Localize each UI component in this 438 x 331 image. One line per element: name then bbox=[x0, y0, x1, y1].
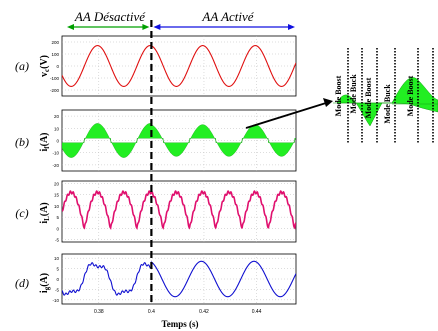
right-arrow-head bbox=[288, 24, 295, 30]
panel-label: (b) bbox=[15, 135, 29, 149]
panel-label: (d) bbox=[15, 276, 29, 290]
x-tick-label: 0.42 bbox=[199, 309, 209, 315]
series-line bbox=[62, 45, 296, 87]
panel-b: 20 10 0 -10 -20 (b) if(A) bbox=[15, 109, 297, 172]
mode-label: Mode Boost bbox=[334, 75, 343, 116]
series bbox=[62, 260, 296, 298]
x-tick-label: 0.44 bbox=[252, 309, 262, 315]
zoom-content: Mode Boost Mode Buck Mode Boost Mode Buck Mo… bbox=[333, 48, 438, 144]
zoom-inset: Mode Boost Mode Buck Mode Boost Mode Buck Mo… bbox=[333, 48, 438, 144]
zoom-arrow-line bbox=[245, 102, 327, 129]
series-line bbox=[62, 190, 296, 231]
y-axis-label: iL(A) bbox=[39, 202, 51, 223]
panel-label: (c) bbox=[15, 206, 28, 220]
y-tick-label: -200 bbox=[50, 88, 60, 93]
y-tick-label: 200 bbox=[51, 40, 59, 45]
plot-frame bbox=[61, 180, 297, 243]
y-tick-label: 20 bbox=[54, 181, 60, 186]
x-tick-label: 0.4 bbox=[148, 309, 155, 315]
y-axis-label: vc(V) bbox=[39, 55, 51, 77]
zoom-band bbox=[336, 94, 383, 127]
zoom-arrow-head bbox=[323, 98, 333, 107]
y-tick-label: -20 bbox=[52, 163, 59, 168]
y-tick-label: 0 bbox=[56, 277, 59, 282]
series-area bbox=[62, 123, 296, 158]
mode-label: Mode Buck bbox=[383, 84, 392, 124]
y-tick-label: 0 bbox=[56, 226, 59, 231]
mode-label: Mode Boost bbox=[364, 77, 373, 118]
y-tick-label: -100 bbox=[50, 76, 60, 81]
y-tick-label: 10 bbox=[54, 126, 60, 131]
y-tick-label: -5 bbox=[55, 238, 59, 243]
header: AA Désactivé AA Activé bbox=[67, 9, 295, 30]
y-tick-label: 15 bbox=[54, 193, 60, 198]
y-tick-label: 10 bbox=[54, 204, 60, 209]
x-axis-label: Temps (s) bbox=[162, 319, 199, 329]
header-right-label: AA Activé bbox=[201, 9, 254, 24]
y-tick-label: -10 bbox=[52, 151, 59, 156]
y-tick-label: 100 bbox=[51, 52, 59, 57]
series-line bbox=[62, 260, 296, 298]
mode-label: Mode Buck bbox=[349, 74, 358, 114]
y-axis-label: if(A) bbox=[39, 132, 51, 151]
y-tick-label: 5 bbox=[56, 267, 59, 272]
y-tick-label: 20 bbox=[54, 114, 60, 119]
header-left-label: AA Désactivé bbox=[74, 9, 146, 24]
y-tick-label: 10 bbox=[54, 256, 60, 261]
right-arrow-head bbox=[153, 24, 161, 30]
y-tick-label: 0 bbox=[56, 64, 59, 69]
y-axis-label: ig(A) bbox=[39, 273, 51, 293]
series bbox=[62, 45, 296, 87]
series bbox=[62, 190, 296, 231]
y-tick-label: -10 bbox=[52, 298, 59, 303]
zoom-band bbox=[391, 77, 438, 113]
left-arrow-head bbox=[67, 24, 74, 30]
x-tick-label: 0.38 bbox=[94, 309, 104, 315]
y-tick-label: -5 bbox=[55, 287, 59, 292]
panel-label: (a) bbox=[15, 59, 29, 73]
panel-c: 20 15 10 5 0 -5 (c) iL(A) bbox=[15, 180, 297, 243]
left-arrow-head bbox=[142, 24, 150, 30]
panel-a: 200 100 0 -100 -200 (a) vc(V) bbox=[15, 35, 297, 97]
y-tick-label: 5 bbox=[56, 215, 59, 220]
mode-label: Mode Boost bbox=[406, 75, 415, 116]
x-axis: 0.38 0.4 0.42 0.44 Temps (s) bbox=[94, 309, 262, 329]
series bbox=[62, 123, 296, 158]
panel-d: 10 5 0 -5 -10 (d) ig(A) bbox=[15, 253, 297, 305]
y-tick-label: 0 bbox=[56, 139, 59, 144]
